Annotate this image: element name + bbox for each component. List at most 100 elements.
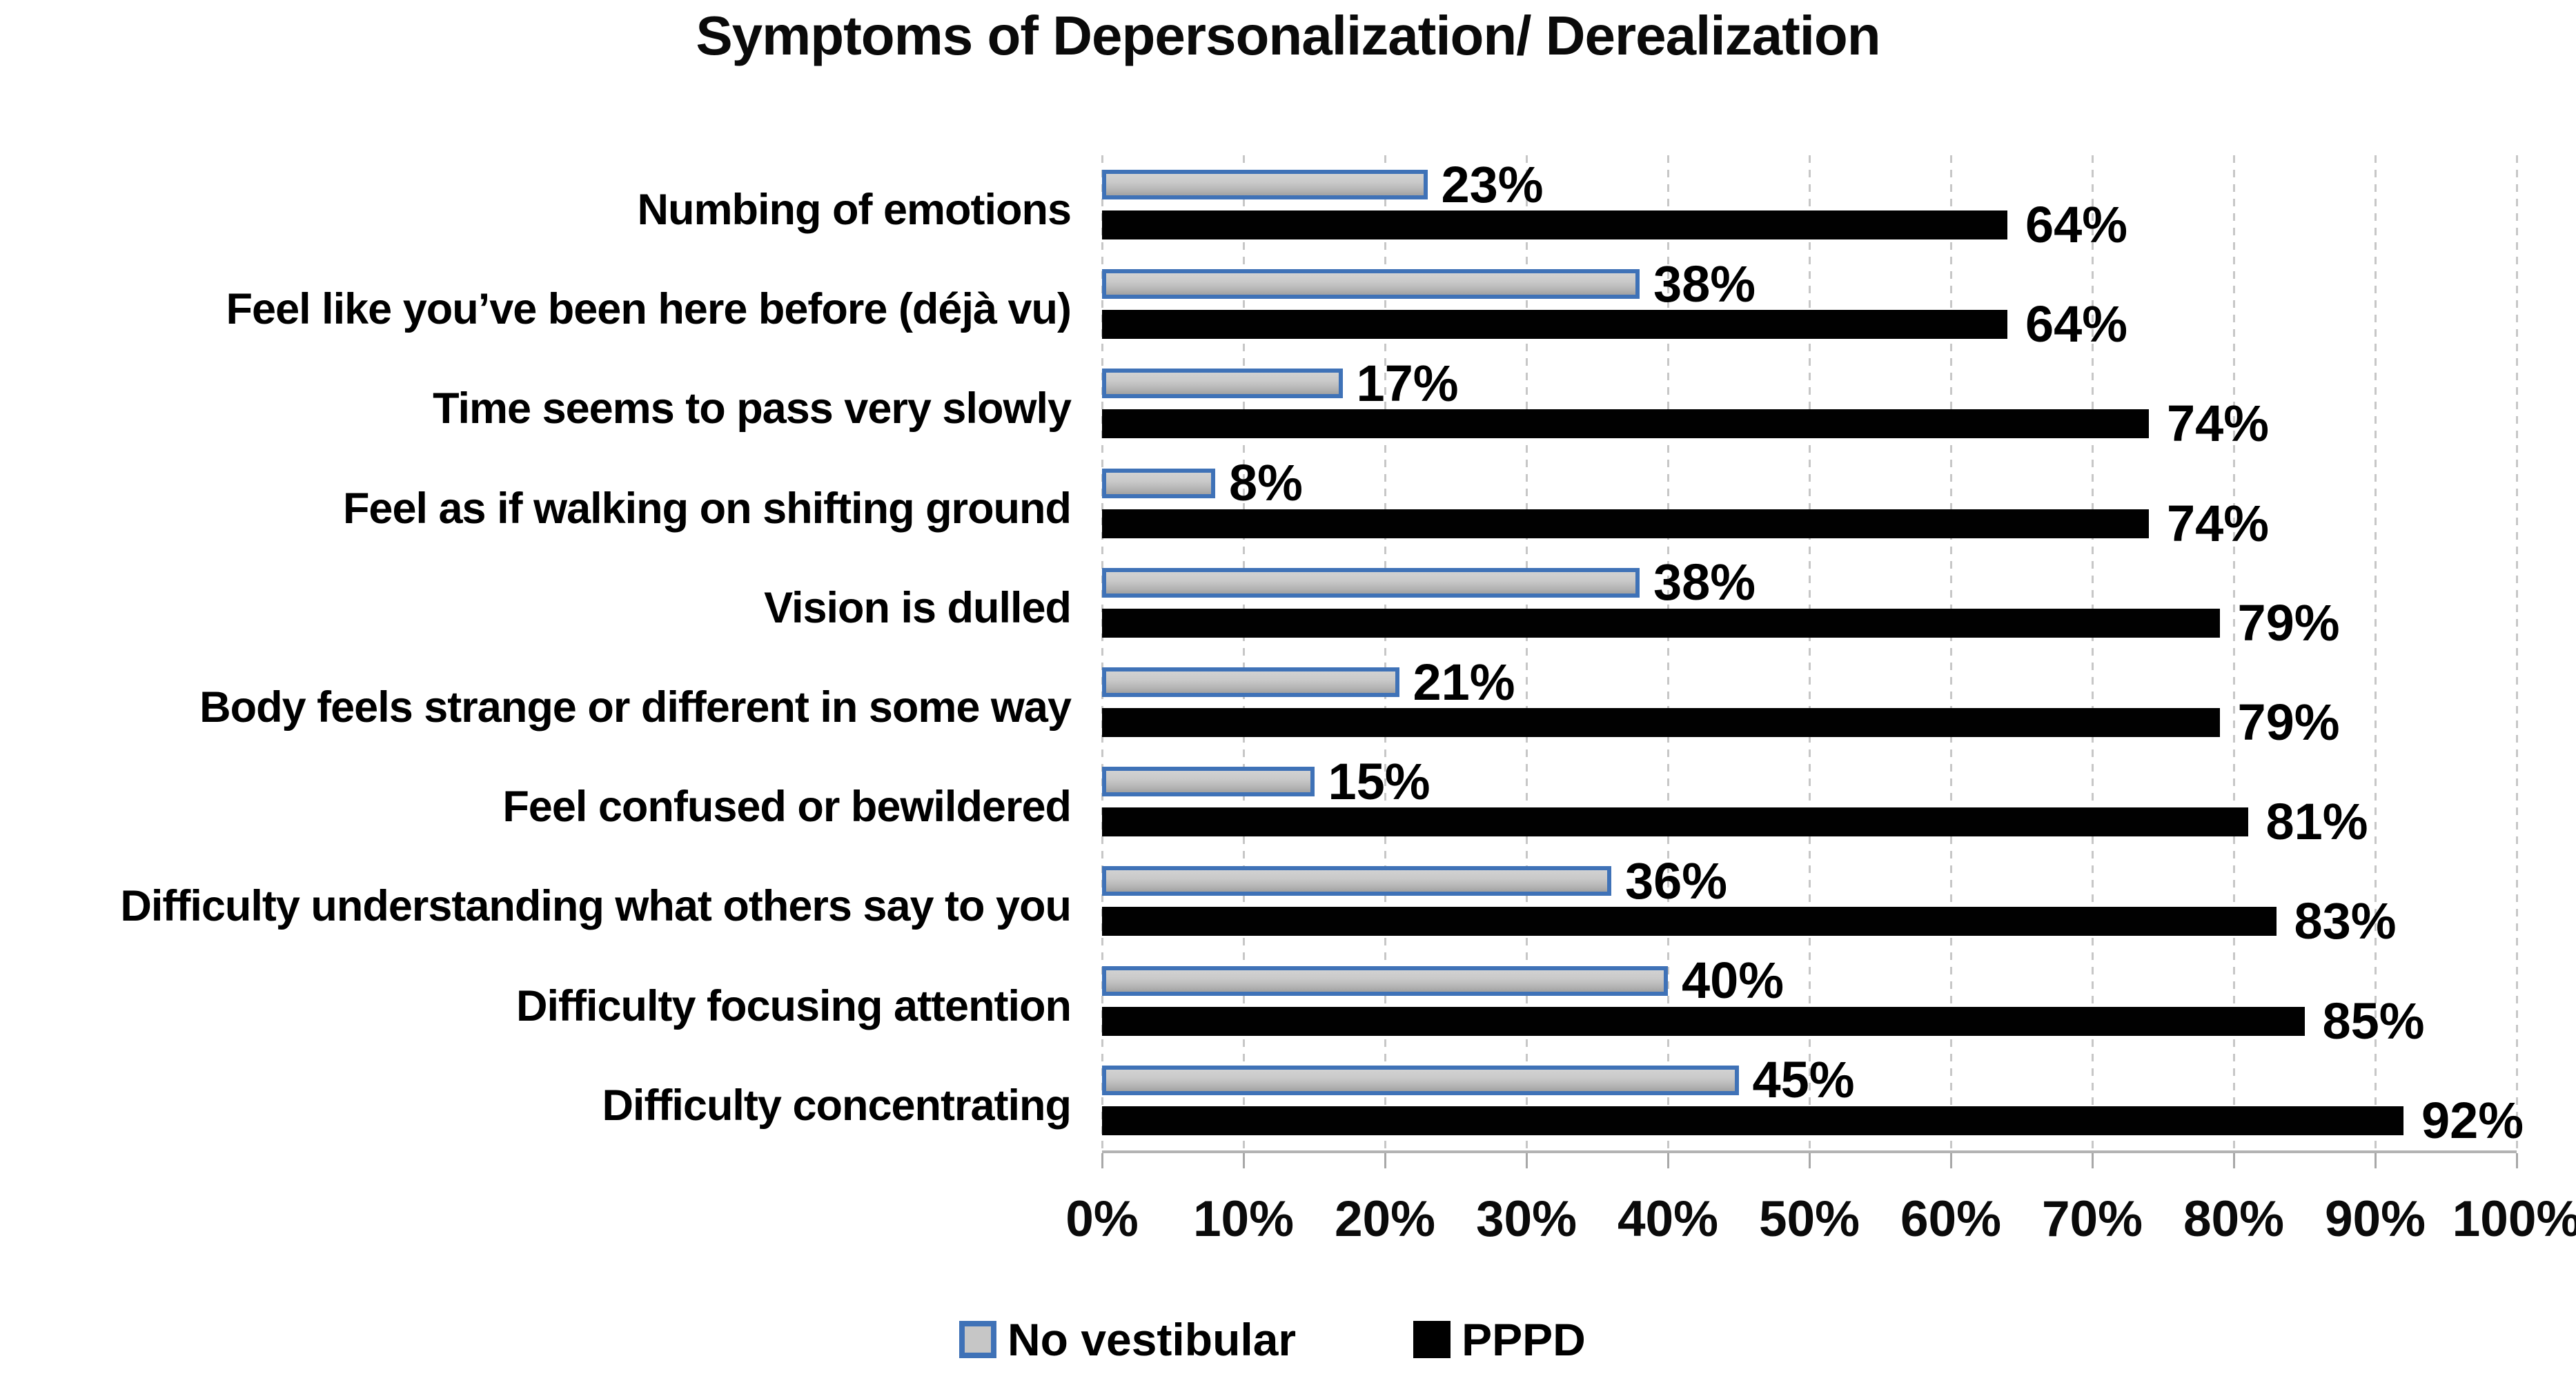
value-label-no-vestibular: 38% (1653, 553, 1756, 611)
legend-item-no-vestibular: No vestibular (959, 1317, 1296, 1362)
category-label: Time seems to pass very slowly (433, 384, 1072, 433)
bar-no-vestibular-7: 36% (1102, 855, 1727, 906)
bar-no-vestibular-9: 45% (1102, 1055, 1855, 1106)
value-label-pppd: 92% (2421, 1091, 2524, 1149)
value-label-no-vestibular: 17% (1356, 354, 1459, 412)
bar-row: 17% 74% (1102, 354, 2517, 453)
plot-area: 23% 64% 38% 64% 17% 74% 8% 74% 38% 79% 21% 79% 15% 81… (1101, 155, 2524, 1168)
bar-pppd-8: 85% (1102, 995, 2425, 1046)
bar-no-vestibular-4: 38% (1102, 557, 1756, 608)
bar-pppd-7: 83% (1102, 896, 2397, 947)
x-tick-label: 10% (1192, 1191, 1295, 1247)
bar-row: 36% 83% (1102, 852, 2517, 951)
value-label-no-vestibular: 21% (1413, 653, 1515, 711)
category-label: Vision is dulled (764, 583, 1072, 632)
value-label-no-vestibular: 40% (1682, 952, 1784, 1010)
category-label: Numbing of emotions (637, 186, 1072, 235)
value-label-pppd: 81% (2265, 793, 2368, 851)
gridline (1667, 155, 1669, 1150)
bar-pppd-2: 74% (1102, 398, 2269, 449)
bar-row: 23% 64% (1102, 155, 2517, 255)
bar-pppd-0: 64% (1102, 199, 2127, 251)
value-label-pppd: 79% (2237, 694, 2340, 751)
x-tick-label: 60% (1900, 1191, 2002, 1247)
value-label-pppd: 74% (2167, 395, 2270, 453)
gridline (2092, 155, 2094, 1150)
value-label-pppd: 79% (2237, 594, 2340, 651)
gridline (1950, 155, 1952, 1150)
value-label-no-vestibular: 23% (1441, 155, 1544, 213)
axis-tickmark (1243, 1153, 1245, 1168)
axis-tickmark (1667, 1153, 1669, 1168)
legend: No vestibular PPPD (959, 1317, 1586, 1362)
category-label: Difficulty concentrating (602, 1081, 1072, 1130)
axis-tickmark (1526, 1153, 1528, 1168)
value-label-pppd: 64% (2025, 196, 2128, 253)
bar-pppd-1: 64% (1102, 299, 2127, 350)
axis-tickmark (2516, 1153, 2518, 1168)
gridline (1243, 155, 1245, 1150)
x-tick-label: 40% (1617, 1191, 1719, 1247)
category-label: Feel as if walking on shifting ground (342, 484, 1072, 533)
category-label: Difficulty understanding what others say… (120, 882, 1072, 931)
bar-row: 38% 64% (1102, 255, 2517, 354)
bar-no-vestibular-8: 40% (1102, 955, 1784, 1006)
bar-row: 8% 74% (1102, 454, 2517, 553)
bar-pppd-5: 79% (1102, 697, 2340, 748)
x-tick-label: 50% (1758, 1191, 1860, 1247)
gridline (1526, 155, 1528, 1150)
category-label: Body feels strange or different in some … (199, 683, 1072, 732)
axis-tickmark (2233, 1153, 2235, 1168)
value-label-no-vestibular: 36% (1625, 852, 1728, 910)
pppd-swatch-icon (1413, 1321, 1451, 1358)
bar-row: 15% 81% (1102, 752, 2517, 852)
chart-title: Symptoms of Depersonalization/ Derealiza… (696, 5, 1880, 66)
axis-tickmark (1101, 1153, 1103, 1168)
bar-row: 21% 79% (1102, 653, 2517, 752)
x-tick-label: 70% (2041, 1191, 2143, 1247)
gridline (2375, 155, 2377, 1150)
axis-tickmark (2375, 1153, 2377, 1168)
bar-row: 45% 92% (1102, 1051, 2524, 1150)
no-vestibular-swatch-icon (959, 1321, 996, 1358)
axis-tickmark (1809, 1153, 1811, 1168)
value-label-no-vestibular: 15% (1328, 752, 1430, 810)
bar-no-vestibular-3: 8% (1102, 458, 1303, 509)
gridline (2516, 155, 2518, 1150)
legend-item-pppd: PPPD (1413, 1317, 1586, 1362)
category-labels: Numbing of emotions Feel like you’ve been… (0, 155, 1072, 1150)
legend-label-no-vestibular: No vestibular (1007, 1314, 1297, 1365)
gridline (1384, 155, 1386, 1150)
bar-no-vestibular-6: 15% (1102, 756, 1430, 807)
value-label-no-vestibular: 38% (1653, 255, 1756, 313)
value-label-pppd: 85% (2322, 992, 2425, 1050)
bar-no-vestibular-2: 17% (1102, 357, 1459, 409)
bar-pppd-9: 92% (1102, 1095, 2524, 1146)
legend-label-pppd: PPPD (1462, 1314, 1586, 1365)
axis-tickmark (2092, 1153, 2094, 1168)
x-tick-label: 20% (1334, 1191, 1436, 1247)
x-axis: 0% 10% 20% 30% 40% 50% 60% 70% 80% 90% 100% (1065, 1191, 2576, 1263)
bar-no-vestibular-1: 38% (1102, 258, 1756, 309)
value-label-no-vestibular: 8% (1229, 454, 1303, 512)
bar-no-vestibular-5: 21% (1102, 656, 1515, 707)
gridline (2233, 155, 2235, 1150)
category-label: Feel like you’ve been here before (déjà … (226, 285, 1072, 334)
bar-row: 40% 85% (1102, 952, 2517, 1051)
x-tick-label: 0% (1065, 1191, 1139, 1247)
bar-pppd-3: 74% (1102, 498, 2269, 549)
category-label: Difficulty focusing attention (516, 981, 1072, 1030)
gridline (1101, 155, 1103, 1150)
axis-tickmark (1384, 1153, 1386, 1168)
x-tick-label: 80% (2183, 1191, 2285, 1247)
axis-tickmark (1950, 1153, 1952, 1168)
x-tick-label: 100% (2452, 1191, 2576, 1247)
gridline (1809, 155, 1811, 1150)
bar-no-vestibular-0: 23% (1102, 159, 1544, 210)
value-label-pppd: 74% (2167, 494, 2270, 552)
bar-pppd-6: 81% (1102, 796, 2368, 847)
bar-pppd-4: 79% (1102, 597, 2340, 648)
value-label-pppd: 83% (2294, 892, 2397, 950)
x-tick-label: 30% (1475, 1191, 1577, 1247)
